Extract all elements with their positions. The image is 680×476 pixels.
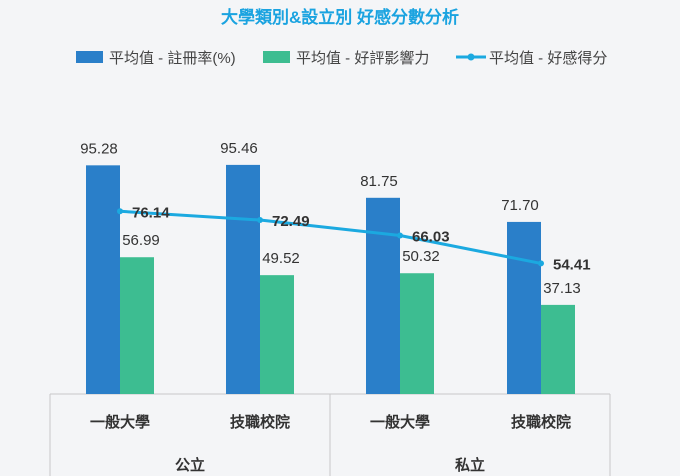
group-label-2: 私立 [454,456,485,474]
category-label-4: 技職校院 [511,413,571,431]
legend-swatch-2 [263,51,290,63]
legend-swatch-1 [76,51,103,63]
bar-1-2 [226,164,260,394]
bar-label-1-1: 95.28 [80,140,118,157]
line-label-4: 54.41 [553,256,591,273]
legend-label-3: 平均值 - 好感得分 [489,50,607,67]
bar-2-2 [260,275,294,394]
bar-label-2-3: 50.32 [402,248,440,265]
bar-1-4 [507,221,541,394]
line-point-3 [397,232,403,239]
bar-label-2-1: 56.99 [122,232,160,249]
category-label-2: 技職校院 [230,413,290,431]
bar-2-4 [541,304,575,394]
line-series-path [119,209,542,265]
bar-label-2-4: 37.13 [543,280,581,297]
category-label-3: 一般大學 [370,413,430,431]
line-label-3: 66.03 [412,229,450,246]
bar-1-1 [86,165,120,394]
bar-label-1-4: 71.70 [501,197,539,214]
group-label-1: 公立 [175,456,205,474]
line-label-1: 76.14 [132,204,170,221]
bar-1-3 [366,197,400,394]
bar-label-1-2: 95.46 [220,140,258,157]
bar-2-3 [400,273,434,394]
line-point-4 [538,260,544,267]
category-label-1: 一般大學 [90,413,150,431]
line-point-1 [117,208,123,215]
legend-label-2: 平均值 - 好評影響力 [296,49,429,67]
bar-2-1 [120,257,154,394]
line-point-2 [257,217,263,224]
chart-title: 大學類別&設立別 好感分數分析 [221,7,459,27]
legend-line-marker [467,53,475,61]
line-label-2: 72.49 [272,213,310,230]
bar-label-1-3: 81.75 [360,173,398,190]
bar-label-2-2: 49.52 [262,250,300,267]
legend-label-1: 平均值 - 註冊率(%) [109,50,236,67]
